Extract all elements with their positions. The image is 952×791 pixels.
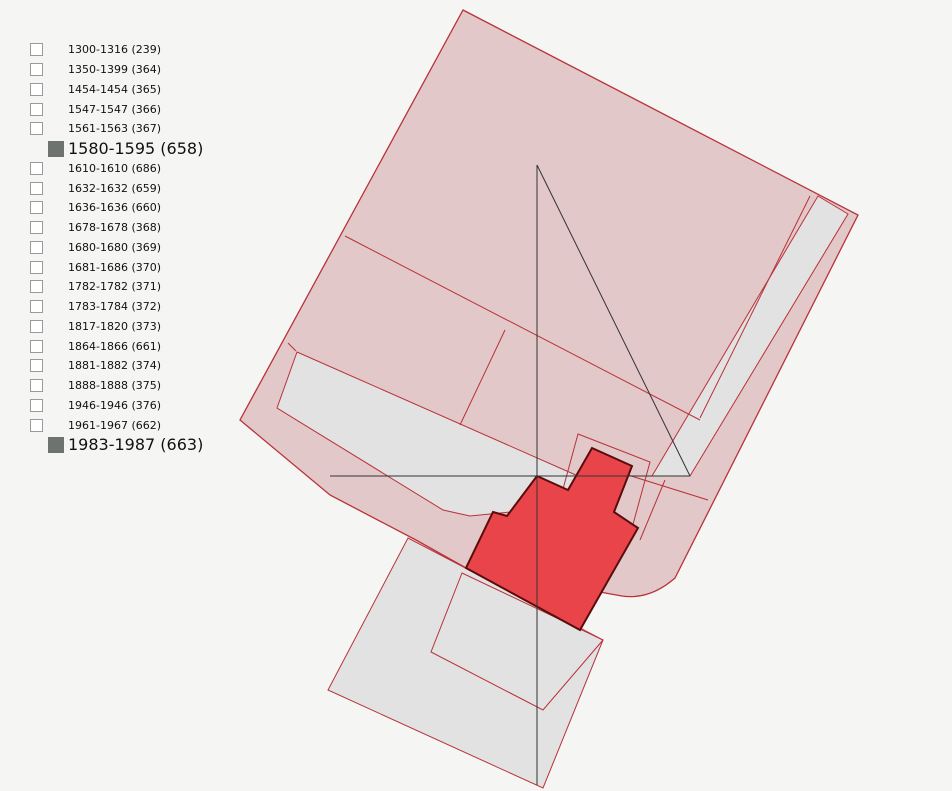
legend-label: 1782-1782 (371): [68, 280, 162, 294]
legend-checkbox[interactable]: [30, 181, 43, 195]
legend-label: 1681-1686 (370): [68, 260, 162, 274]
legend-item[interactable]: 1547-1547 (366): [30, 99, 290, 119]
legend-swatch-selected[interactable]: [48, 140, 64, 157]
legend-label: 1300-1316 (239): [68, 43, 162, 57]
legend-label: 1350-1399 (364): [68, 63, 162, 77]
legend-label: 1547-1547 (366): [68, 102, 162, 116]
legend-label: 1983-1987 (663): [68, 435, 204, 455]
legend-checkbox[interactable]: [30, 102, 43, 116]
legend-item[interactable]: 1864-1866 (661): [30, 336, 290, 356]
legend-checkbox[interactable]: [30, 418, 43, 432]
legend-label: 1817-1820 (373): [68, 319, 162, 333]
legend-item[interactable]: 1961-1967 (662): [30, 415, 290, 435]
partition-line: [699, 195, 811, 419]
legend-checkbox[interactable]: [30, 319, 43, 333]
legend-checkbox[interactable]: [30, 221, 43, 235]
partition-line: [639, 479, 666, 541]
axis-diagonal: [536, 164, 691, 477]
legend-checkbox[interactable]: [30, 240, 43, 254]
legend-checkbox[interactable]: [30, 379, 43, 393]
legend-checkbox[interactable]: [30, 260, 43, 274]
legend-checkbox[interactable]: [30, 201, 43, 215]
legend-label: 1881-1882 (374): [68, 359, 162, 373]
legend-checkbox[interactable]: [30, 122, 43, 136]
legend-label: 1864-1866 (661): [68, 339, 162, 353]
legend-checkbox[interactable]: [30, 63, 43, 77]
legend-checkbox[interactable]: [30, 280, 43, 294]
legend-checkbox[interactable]: [30, 398, 43, 412]
legend-item[interactable]: 1881-1882 (374): [30, 356, 290, 376]
legend-label: 1561-1563 (367): [68, 122, 162, 136]
legend-item[interactable]: 1681-1686 (370): [30, 257, 290, 277]
legend-item[interactable]: 1300-1316 (239): [30, 40, 290, 60]
legend-label: 1454-1454 (365): [68, 82, 162, 96]
legend-label: 1636-1636 (660): [68, 201, 162, 215]
legend-item[interactable]: 1946-1946 (376): [30, 396, 290, 416]
legend-label: 1783-1784 (372): [68, 300, 162, 314]
legend-checkbox[interactable]: [30, 359, 43, 373]
legend-item[interactable]: 1888-1888 (375): [30, 376, 290, 396]
legend-checkbox[interactable]: [30, 82, 43, 96]
legend-swatch-selected[interactable]: [48, 436, 64, 453]
partition-line: [344, 235, 701, 421]
legend-item[interactable]: 1632-1632 (659): [30, 178, 290, 198]
legend-checkbox[interactable]: [30, 161, 43, 175]
legend-item[interactable]: 1782-1782 (371): [30, 277, 290, 297]
legend-item[interactable]: 1350-1399 (364): [30, 60, 290, 80]
legend-label: 1946-1946 (376): [68, 398, 162, 412]
legend-checkbox[interactable]: [30, 300, 43, 314]
legend-label: 1961-1967 (662): [68, 418, 162, 432]
legend-item-selected[interactable]: 1580-1595 (658): [30, 139, 290, 159]
period-legend: 1300-1316 (239) 1350-1399 (364) 1454-145…: [30, 40, 290, 455]
legend-label: 1680-1680 (369): [68, 240, 162, 254]
legend-label: 1632-1632 (659): [68, 181, 162, 195]
partition-line: [627, 474, 709, 501]
legend-item[interactable]: 1561-1563 (367): [30, 119, 290, 139]
legend-item[interactable]: 1610-1610 (686): [30, 159, 290, 179]
legend-checkbox[interactable]: [30, 43, 43, 57]
legend-item[interactable]: 1783-1784 (372): [30, 297, 290, 317]
legend-item[interactable]: 1680-1680 (369): [30, 238, 290, 258]
legend-label: 1610-1610 (686): [68, 161, 162, 175]
legend-label: 1678-1678 (368): [68, 221, 162, 235]
legend-label: 1580-1595 (658): [68, 139, 204, 159]
legend-label: 1888-1888 (375): [68, 379, 162, 393]
legend-item[interactable]: 1678-1678 (368): [30, 218, 290, 238]
partition-line: [287, 342, 297, 352]
legend-item[interactable]: 1817-1820 (373): [30, 317, 290, 337]
legend-checkbox[interactable]: [30, 339, 43, 353]
legend-item[interactable]: 1636-1636 (660): [30, 198, 290, 218]
legend-item-selected[interactable]: 1983-1987 (663): [30, 435, 290, 455]
partition-line: [459, 329, 506, 426]
legend-item[interactable]: 1454-1454 (365): [30, 80, 290, 100]
highlighted-building[interactable]: [464, 446, 640, 632]
